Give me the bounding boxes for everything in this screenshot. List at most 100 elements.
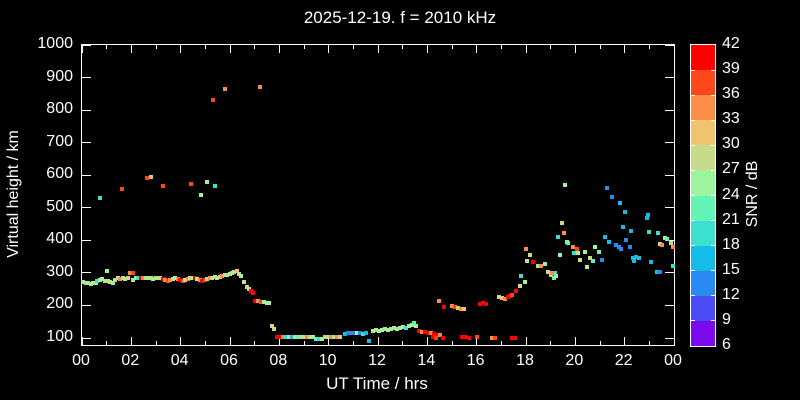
x-minor-tick-top — [550, 45, 552, 49]
x-tick-label: 00 — [664, 352, 682, 369]
data-point — [539, 264, 544, 269]
data-point — [180, 279, 185, 284]
data-point — [432, 332, 437, 337]
data-point — [123, 277, 128, 282]
y-major-tick — [82, 239, 91, 241]
colorbar-boundary-tick — [691, 119, 695, 121]
x-tick-label: 10 — [318, 352, 337, 369]
data-point — [618, 247, 623, 252]
data-point — [160, 183, 165, 188]
data-point — [316, 337, 321, 342]
data-point — [160, 277, 165, 282]
colorbar-tick-label: 39 — [722, 60, 740, 78]
colorbar-segment — [691, 220, 715, 247]
data-point — [620, 224, 625, 229]
data-point — [197, 278, 202, 283]
y-major-tick — [82, 44, 91, 46]
data-point — [91, 280, 96, 285]
colorbar-tick-label: 30 — [722, 135, 740, 153]
data-point — [610, 195, 615, 200]
data-point — [503, 297, 508, 302]
y-axis-label: Virtual height / km — [5, 130, 22, 258]
x-major-tick — [525, 337, 527, 345]
x-minor-tick — [254, 341, 256, 345]
x-minor-tick-top — [402, 45, 404, 49]
data-point — [183, 278, 188, 283]
y-major-tick-right — [665, 337, 674, 339]
x-major-tick-top — [624, 45, 626, 53]
data-point — [93, 281, 98, 286]
x-major-tick-top — [574, 45, 576, 53]
data-point — [419, 329, 424, 334]
data-point — [394, 326, 399, 331]
y-tick-label: 700 — [46, 132, 73, 150]
x-minor-tick-top — [106, 45, 108, 49]
data-point — [185, 277, 190, 282]
x-minor-tick — [599, 341, 601, 345]
x-major-tick-top — [328, 45, 330, 53]
data-point — [416, 329, 421, 334]
y-major-tick — [82, 174, 91, 176]
data-point — [429, 331, 434, 336]
data-point — [480, 301, 485, 306]
colorbar-segment — [691, 120, 715, 146]
x-minor-tick — [303, 341, 305, 345]
y-major-tick — [82, 337, 91, 339]
data-point — [258, 299, 263, 304]
x-major-tick — [426, 337, 428, 345]
x-minor-tick — [106, 341, 108, 345]
data-point — [496, 295, 501, 300]
colorbar-tick-label: 12 — [722, 285, 740, 303]
colorbar-boundary-tick — [711, 320, 715, 322]
x-major-tick — [624, 337, 626, 345]
data-point — [406, 323, 411, 328]
x-major-tick-top — [377, 45, 379, 53]
data-point — [281, 334, 286, 339]
colorbar-tick-label: 18 — [722, 235, 740, 253]
y-major-tick-right — [665, 174, 674, 176]
data-point — [437, 299, 442, 304]
colorbar-boundary-tick — [691, 195, 695, 196]
data-point — [255, 298, 260, 303]
data-point — [397, 325, 402, 330]
data-point — [189, 182, 194, 186]
data-point — [648, 260, 653, 265]
data-point — [367, 338, 372, 343]
data-point — [583, 249, 588, 254]
data-point — [363, 331, 368, 336]
data-point — [617, 200, 622, 205]
y-tick-label: 1000 — [37, 35, 73, 52]
data-point — [275, 335, 280, 340]
colorbar-tick-label: 9 — [722, 310, 731, 328]
y-tick-label: 200 — [46, 295, 73, 313]
data-point — [250, 291, 255, 296]
data-point — [453, 304, 458, 309]
x-tick-label: 04 — [170, 352, 189, 369]
data-point — [287, 335, 292, 340]
x-major-tick — [180, 337, 182, 345]
data-point — [512, 336, 517, 340]
colorbar-boundary-tick — [691, 270, 695, 272]
data-point — [462, 307, 467, 312]
data-point — [258, 84, 263, 89]
x-minor-tick — [500, 341, 502, 345]
x-minor-tick — [451, 341, 453, 345]
data-point — [403, 325, 408, 330]
data-point — [437, 333, 442, 338]
x-major-tick-top — [426, 45, 428, 53]
data-point — [554, 274, 559, 279]
data-point — [433, 335, 438, 340]
data-point — [170, 277, 175, 282]
data-point — [553, 270, 558, 275]
y-tick-label: 500 — [46, 197, 73, 215]
x-major-tick — [130, 337, 132, 345]
data-point — [622, 210, 627, 214]
x-minor-tick — [204, 341, 206, 345]
colorbar-boundary-tick — [711, 69, 715, 71]
data-point — [322, 335, 327, 340]
x-major-tick — [574, 337, 576, 345]
y-major-tick-right — [665, 142, 674, 144]
data-point — [175, 277, 180, 282]
data-point — [342, 331, 347, 336]
x-major-tick-top — [130, 45, 132, 53]
